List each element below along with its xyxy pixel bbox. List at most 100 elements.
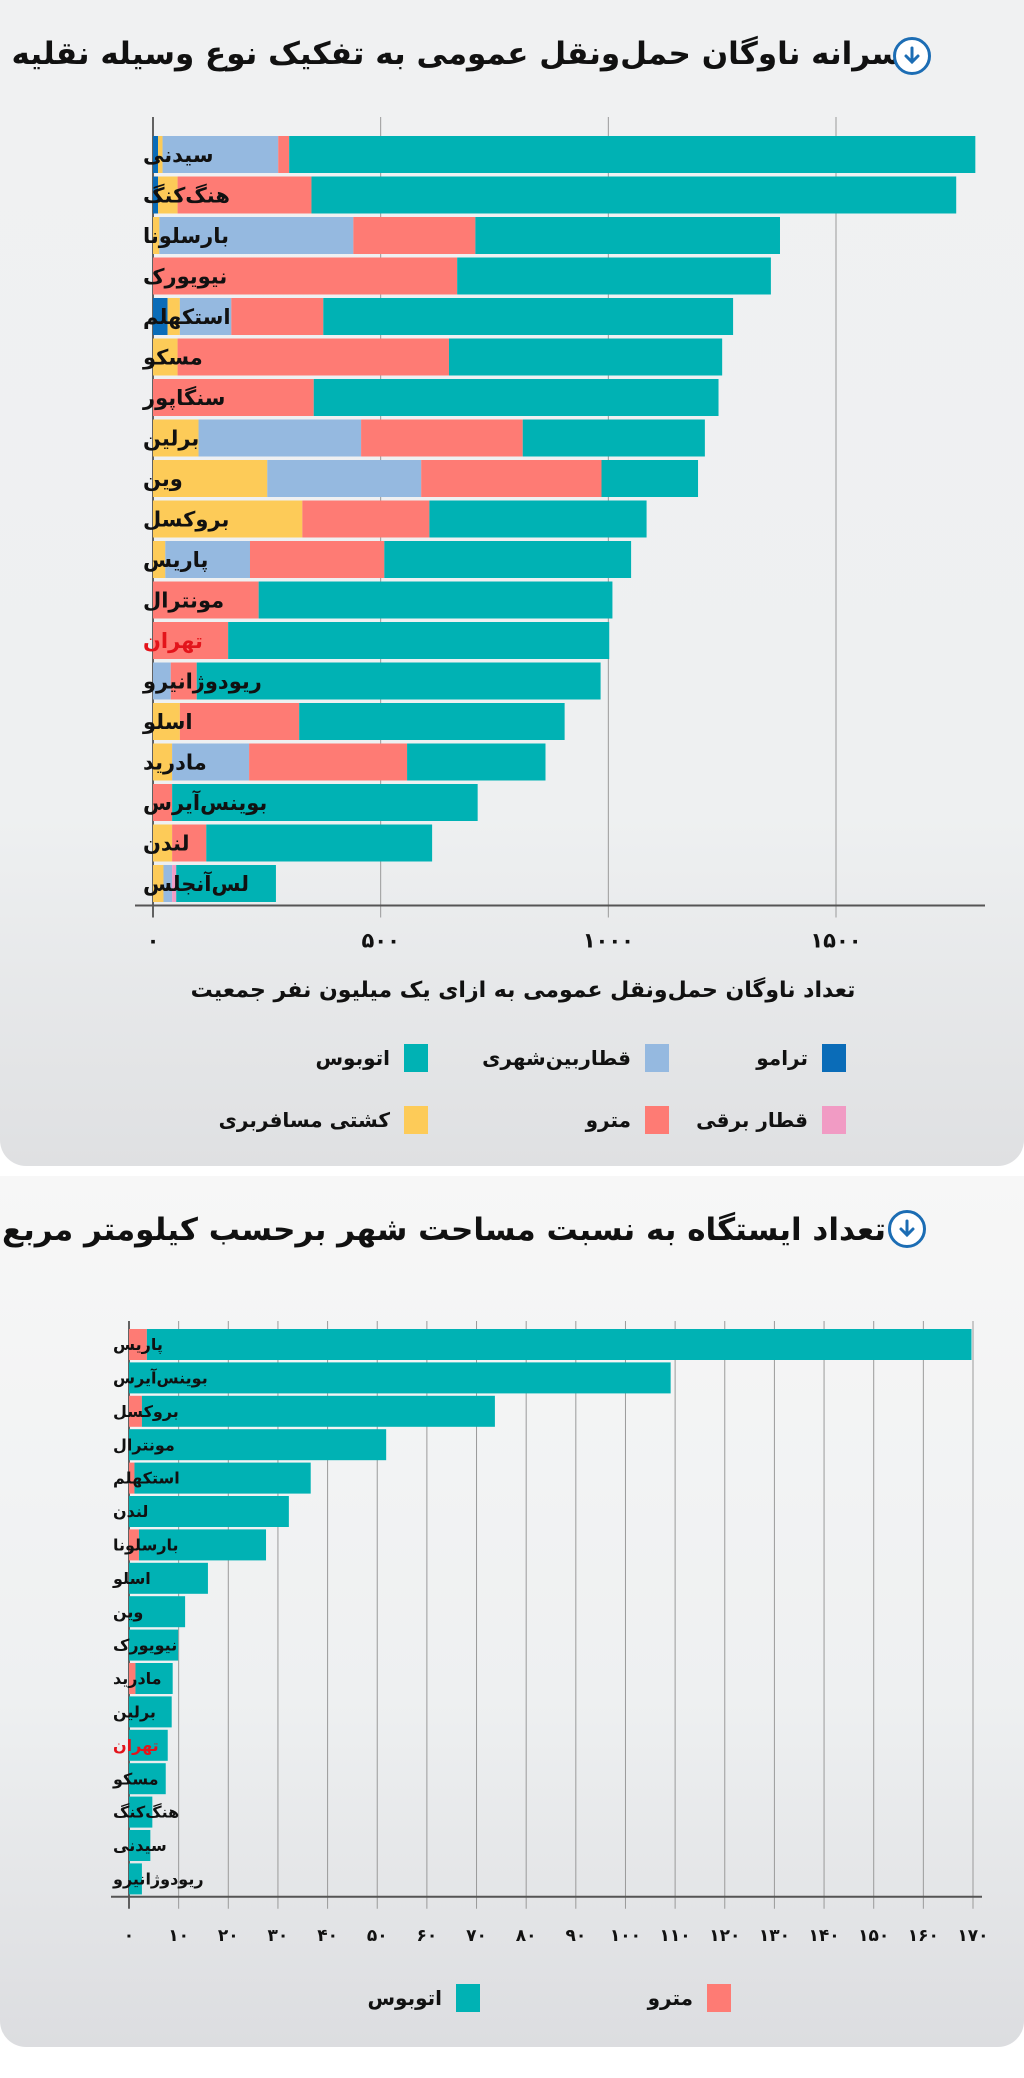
legend-item-metro: مترو bbox=[648, 1984, 731, 2012]
bar-segment-bus bbox=[172, 784, 478, 821]
category-label: ریودوژانیرو bbox=[112, 1870, 204, 1889]
bar-segment-metro bbox=[421, 460, 602, 497]
bar-segment-bus bbox=[299, 703, 565, 740]
bar-segment-bus bbox=[429, 500, 647, 538]
category-label: بوینس‌آیرس bbox=[113, 1368, 208, 1388]
category-label: برلین bbox=[143, 426, 199, 450]
bar-segment-bus bbox=[129, 1596, 186, 1628]
legend-swatch bbox=[456, 1984, 480, 2012]
bar-segment-commuter-rail bbox=[159, 217, 354, 254]
x-tick-label: ۱۰۰۰ bbox=[583, 929, 634, 953]
bar-segment-bus bbox=[129, 1763, 166, 1795]
bar-segment-bus bbox=[129, 1830, 151, 1861]
bar-segment-bus bbox=[258, 581, 613, 619]
bar-segment-commuter-rail bbox=[267, 460, 422, 497]
bar-segment-tram bbox=[153, 136, 159, 173]
bar-segment-metro bbox=[172, 824, 207, 862]
category-label: بروکسل bbox=[143, 507, 229, 531]
bar-segment-metro bbox=[153, 379, 314, 416]
legend-swatch bbox=[707, 1984, 731, 2012]
legend-item-tram: ترامو bbox=[756, 1044, 846, 1072]
legend-swatch bbox=[404, 1044, 428, 1072]
bar-segment-tram bbox=[153, 298, 168, 335]
bar-segment-ferry bbox=[158, 136, 163, 173]
category-label: لندن bbox=[143, 831, 190, 855]
category-label: مادرید bbox=[113, 1669, 162, 1688]
category-label: مادرید bbox=[143, 750, 207, 774]
bar-segment-metro bbox=[353, 217, 476, 254]
bar-segment-ferry bbox=[153, 338, 178, 376]
chart1-title: سرانه ناوگان حمل‌ونقل عمومی به تفکیک نوع… bbox=[11, 36, 903, 72]
bar-segment-bus bbox=[457, 257, 771, 295]
bar-segment-commuter-rail bbox=[165, 541, 250, 578]
x-tick-label: ۱۰۰ bbox=[610, 1926, 641, 1946]
legend-label: اتوبوس bbox=[315, 1046, 390, 1070]
x-tick-label: ۲۰ bbox=[218, 1926, 239, 1946]
bar-segment-ferry bbox=[153, 703, 180, 740]
bar-segment-bus bbox=[384, 541, 632, 578]
bar-segment-bus bbox=[129, 1496, 289, 1527]
legend-item-ferry: کشتی مسافربری bbox=[219, 1106, 428, 1134]
bar-segment-bus bbox=[129, 1629, 179, 1661]
x-tick-label: ۱۷۰ bbox=[957, 1926, 988, 1946]
category-label: نیویورک bbox=[113, 1636, 177, 1655]
bar-segment-bus bbox=[146, 1329, 972, 1360]
bar-segment-bus bbox=[129, 1562, 208, 1594]
bar-segment-bus bbox=[129, 1796, 153, 1828]
bar-segment-bus bbox=[448, 338, 723, 376]
legend-item-commuter-rail: قطاربین‌شهری bbox=[482, 1044, 669, 1072]
bar-segment-metro bbox=[177, 176, 312, 214]
x-tick-label: ۹۰ bbox=[565, 1926, 586, 1946]
x-tick-label: ۱۵۰ bbox=[858, 1926, 889, 1946]
category-label: مسکو bbox=[142, 345, 203, 369]
x-tick-label: ۱۴۰ bbox=[808, 1926, 839, 1946]
bar-segment-ferry bbox=[153, 824, 173, 862]
bar-segment-metro bbox=[153, 257, 458, 295]
bar-segment-ferry bbox=[153, 541, 166, 578]
station-density-panel: تعداد ایستگاه به نسبت مساحت شهر برحسب کی… bbox=[0, 1176, 1024, 2047]
bar-segment-commuter-rail bbox=[198, 419, 362, 457]
bar-segment-metro bbox=[177, 338, 449, 376]
x-tick-label: ۸۰ bbox=[516, 1926, 537, 1946]
category-label: سیدنی bbox=[113, 1836, 167, 1855]
bar-segment-commuter-rail bbox=[172, 743, 250, 781]
bar-segment-metro bbox=[153, 581, 259, 619]
chart2-title: تعداد ایستگاه به نسبت مساحت شهر برحسب کی… bbox=[1, 1212, 887, 1248]
bar-segment-metro bbox=[278, 136, 290, 173]
legend-item-bus: اتوبوس bbox=[315, 1044, 428, 1072]
arrow-down-circle-icon[interactable] bbox=[893, 37, 931, 75]
category-label: هنگ‌کنگ bbox=[143, 182, 230, 207]
bar-segment-metro bbox=[153, 784, 173, 821]
bar-segment-metro bbox=[129, 1529, 139, 1561]
arrow-down-circle-icon[interactable] bbox=[888, 1210, 926, 1248]
legend-label: مترو bbox=[647, 1986, 693, 2010]
bar-segment-bus bbox=[475, 217, 780, 254]
x-tick-label: ۶۰ bbox=[416, 1926, 437, 1946]
category-label: وین bbox=[113, 1602, 143, 1621]
category-label: بوینس‌آیرس bbox=[143, 790, 267, 815]
x-tick-label: ۵۰۰ bbox=[361, 929, 399, 953]
legend-swatch bbox=[404, 1106, 428, 1134]
bar-segment-bus bbox=[129, 1362, 671, 1394]
legend-item-light-rail: قطار برقی bbox=[696, 1106, 846, 1134]
bar-segment-tram bbox=[153, 176, 159, 214]
bar-segment-metro bbox=[129, 1663, 136, 1694]
bar-segment-metro bbox=[129, 1329, 147, 1360]
category-label: برلین bbox=[113, 1703, 156, 1722]
legend-label: قطار برقی bbox=[696, 1108, 808, 1132]
bar-segment-bus bbox=[407, 743, 546, 781]
bar-segment-ferry bbox=[167, 298, 180, 335]
bar-segment-bus bbox=[129, 1863, 142, 1895]
legend-label: اتوبوس bbox=[367, 1986, 442, 2010]
x-tick-label: ۰ bbox=[124, 1926, 134, 1946]
bar-segment-bus bbox=[138, 1529, 267, 1561]
bar-segment-metro bbox=[129, 1462, 135, 1494]
bar-segment-bus bbox=[313, 379, 719, 416]
x-tick-label: ۱۵۰۰ bbox=[810, 929, 861, 953]
bar-segment-bus bbox=[522, 419, 705, 457]
legend-label: ترامو bbox=[756, 1046, 808, 1070]
x-tick-label: ۰ bbox=[147, 929, 160, 953]
bar-segment-metro bbox=[302, 500, 430, 538]
legend-swatch bbox=[645, 1044, 669, 1072]
bar-segment-ferry bbox=[153, 865, 164, 902]
